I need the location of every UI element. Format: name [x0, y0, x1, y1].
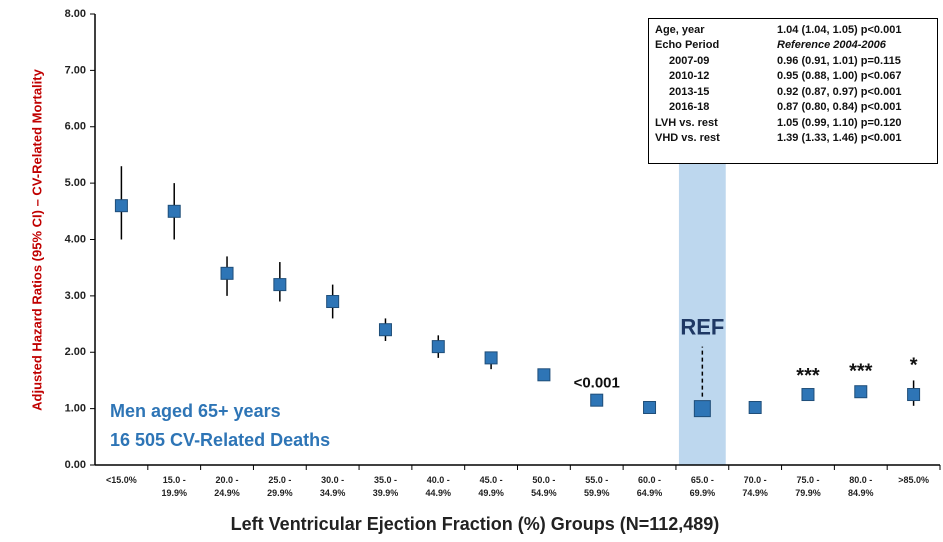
- covariate-name: VHD vs. rest: [655, 132, 720, 145]
- hazard-marker: [907, 388, 921, 402]
- covariate-row: 2013-15 0.92 (0.87, 0.97) p<0.001: [655, 84, 901, 100]
- covariate-value: 0.87 (0.80, 0.84) p<0.001: [777, 101, 902, 114]
- covariate-value: 1.04 (1.04, 1.05) p<0.001: [777, 23, 902, 36]
- hazard-marker: [484, 351, 498, 365]
- x-tick-label: 60.0 - 64.9%: [636, 475, 663, 498]
- x-tick-label: 15.0 - 19.9%: [161, 475, 187, 498]
- x-tick-label: <15.0%: [106, 475, 137, 485]
- y-tick-label: 1.00: [65, 403, 86, 415]
- covariate-row: 2016-18 0.87 (0.80, 0.84) p<0.001: [655, 100, 901, 116]
- covariate-value: 0.95 (0.88, 1.00) p<0.067: [777, 70, 902, 83]
- x-tick-label: 45.0 - 49.9%: [478, 475, 504, 498]
- covariate-value: Reference 2004-2006: [777, 39, 886, 52]
- hazard-marker: [326, 295, 340, 309]
- ref-label: REF: [680, 314, 724, 339]
- covariate-name: Age, year: [655, 23, 705, 36]
- x-tick-label: 65.0 - 69.9%: [689, 475, 716, 498]
- hazard-marker: [378, 323, 392, 337]
- x-tick-label: 35.0 - 39.9%: [372, 475, 399, 498]
- hazard-marker: [801, 388, 815, 402]
- covariate-row: VHD vs. rest 1.39 (1.33, 1.46) p<0.001: [655, 131, 901, 147]
- cohort-note: 16 505 CV-Related Deaths: [110, 430, 330, 450]
- significance-label: ***: [849, 360, 873, 382]
- x-tick-label: 55.0 - 59.9%: [583, 475, 610, 498]
- covariate-rows: Age, year 1.04 (1.04, 1.05) p<0.001 Echo P…: [655, 22, 901, 146]
- hazard-marker: [748, 400, 762, 414]
- significance-label: ***: [796, 365, 820, 387]
- hazard-marker: [590, 393, 604, 407]
- covariate-row: 2010-12 0.95 (0.88, 1.00) p<0.067: [655, 69, 901, 85]
- cohort-note: Men aged 65+ years: [110, 401, 281, 421]
- hazard-marker: [693, 400, 711, 418]
- hazard-marker: [854, 385, 868, 399]
- x-tick-label: 50.0 - 54.9%: [531, 475, 557, 498]
- x-tick-label: 20.0 - 24.9%: [214, 475, 240, 498]
- y-tick-label: 0.00: [65, 459, 86, 471]
- x-tick-label: >85.0%: [898, 475, 929, 485]
- covariate-name: 2016-18: [669, 101, 710, 114]
- hazard-marker: [220, 266, 234, 280]
- covariate-value: 1.39 (1.33, 1.46) p<0.001: [777, 132, 902, 145]
- hazard-marker: [167, 204, 181, 218]
- hazard-marker: [114, 199, 128, 213]
- covariate-value: 1.05 (0.99, 1.10) p=0.120: [777, 116, 902, 129]
- covariate-row: Age, year 1.04 (1.04, 1.05) p<0.001: [655, 22, 901, 38]
- y-tick-label: 7.00: [65, 64, 86, 76]
- y-tick-label: 8.00: [65, 8, 86, 20]
- hazard-marker: [431, 340, 445, 354]
- covariate-value: 0.96 (0.91, 1.01) p=0.115: [777, 54, 901, 67]
- x-tick-label: 75.0 - 79.9%: [795, 475, 821, 498]
- hazard-marker: [273, 278, 287, 292]
- covariate-name: LVH vs. rest: [655, 116, 718, 129]
- hazard-marker: [537, 368, 551, 382]
- covariate-row: Echo Period Reference 2004-2006: [655, 38, 901, 54]
- covariate-table: Age, year 1.04 (1.04, 1.05) p<0.001 Echo P…: [648, 18, 938, 164]
- y-axis-title: Adjusted Hazard Ratios (95% CI) – CV-Rel…: [29, 68, 44, 410]
- covariate-row: LVH vs. rest 1.05 (0.99, 1.10) p=0.120: [655, 115, 901, 131]
- covariate-name: 2007-09: [669, 54, 710, 67]
- covariate-name: Echo Period: [655, 39, 720, 52]
- x-axis-title: Left Ventricular Ejection Fraction (%) G…: [231, 514, 720, 534]
- y-tick-label: 2.00: [65, 346, 86, 358]
- significance-label: <0.001: [574, 374, 620, 391]
- x-tick-label: 30.0 - 34.9%: [319, 475, 346, 498]
- covariate-row: 2007-09 0.96 (0.91, 1.01) p=0.115: [655, 53, 901, 69]
- x-tick-label: 80.0 - 84.9%: [848, 475, 874, 498]
- covariate-name: 2013-15: [669, 85, 710, 98]
- hazard-marker: [643, 400, 657, 414]
- x-tick-label: 25.0 - 29.9%: [267, 475, 293, 498]
- covariate-value: 0.92 (0.87, 0.97) p<0.001: [777, 85, 902, 98]
- x-tick-label: 40.0 - 44.9%: [425, 475, 452, 498]
- covariate-name: 2010-12: [669, 70, 710, 83]
- y-tick-label: 3.00: [65, 290, 86, 302]
- x-tick-label: 70.0 - 74.9%: [742, 475, 768, 498]
- significance-label: *: [910, 355, 918, 377]
- y-tick-label: 6.00: [65, 121, 86, 133]
- y-tick-label: 4.00: [65, 233, 86, 245]
- y-tick-label: 5.00: [65, 177, 86, 189]
